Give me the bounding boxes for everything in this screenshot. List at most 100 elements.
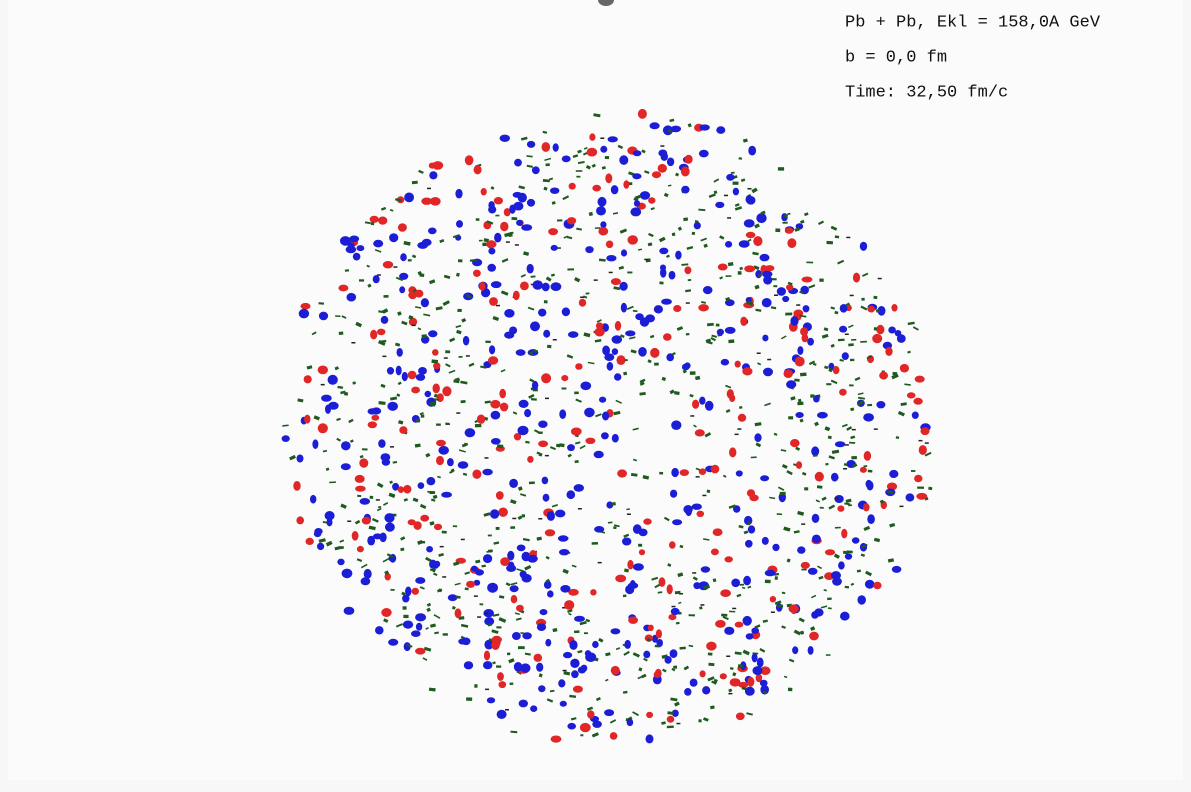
particle	[466, 355, 470, 357]
particle	[514, 159, 522, 167]
particle	[527, 141, 535, 148]
particle	[619, 282, 627, 291]
particle	[380, 533, 387, 543]
particle	[347, 521, 351, 523]
particle	[466, 697, 472, 701]
particle	[654, 671, 661, 678]
particle	[547, 345, 552, 349]
particle	[538, 441, 548, 448]
page: {"overlay": {"lines": ["Pb + Pb, Ekl = 1…	[0, 0, 1191, 792]
particle	[522, 632, 532, 639]
particle	[672, 519, 682, 525]
particle	[378, 217, 387, 225]
particle	[765, 570, 776, 577]
particle	[848, 343, 854, 346]
particle	[644, 259, 648, 261]
particle	[428, 330, 437, 337]
particle	[412, 325, 416, 327]
particle	[537, 623, 546, 631]
particle	[600, 146, 607, 153]
particle	[500, 222, 508, 231]
particle	[587, 148, 598, 157]
particle	[319, 312, 328, 321]
particle	[680, 469, 689, 476]
particle	[496, 665, 501, 667]
particle	[534, 654, 543, 662]
particle	[425, 391, 432, 397]
particle	[490, 400, 500, 409]
particle	[390, 446, 394, 448]
particle	[606, 241, 613, 249]
particle	[917, 487, 924, 489]
particle	[728, 693, 732, 695]
particle	[686, 507, 692, 516]
particle	[373, 240, 383, 248]
particle	[800, 372, 807, 376]
particle	[417, 242, 428, 249]
particle	[879, 372, 888, 380]
particle	[498, 508, 508, 517]
particle	[638, 109, 647, 119]
particle	[474, 684, 477, 687]
particle	[778, 167, 784, 170]
particle	[402, 595, 409, 603]
particle	[867, 514, 875, 524]
particle	[592, 641, 599, 648]
particle	[351, 342, 355, 344]
particle	[633, 150, 642, 156]
particle	[551, 736, 562, 743]
particle	[571, 670, 579, 678]
particle	[376, 499, 380, 501]
particle	[659, 248, 668, 255]
particle	[510, 585, 519, 592]
particle	[743, 576, 751, 586]
particle	[841, 529, 847, 539]
particle	[540, 609, 548, 615]
particle	[643, 518, 651, 524]
particle	[598, 197, 607, 207]
particle	[592, 185, 601, 192]
particle	[740, 317, 747, 326]
particle	[518, 646, 525, 649]
particle	[345, 269, 349, 272]
particle	[760, 680, 768, 687]
particle	[743, 616, 752, 626]
particle	[684, 362, 690, 368]
particle	[353, 253, 361, 261]
particle	[794, 379, 800, 382]
particle	[388, 639, 398, 646]
particle	[633, 524, 642, 534]
particle	[342, 569, 353, 579]
particle	[464, 661, 473, 669]
particle	[567, 217, 576, 224]
particle	[630, 207, 641, 216]
particle	[900, 506, 904, 508]
particle	[517, 545, 526, 552]
particle	[801, 562, 810, 569]
particle	[504, 332, 514, 339]
particle	[602, 412, 609, 421]
particle	[496, 626, 501, 628]
particle	[485, 457, 489, 459]
particle	[412, 181, 418, 184]
particle	[530, 705, 537, 712]
particle	[455, 608, 462, 618]
particle	[606, 255, 616, 261]
particle	[669, 541, 676, 548]
particle	[700, 670, 706, 677]
particle	[605, 173, 612, 183]
particle	[387, 402, 398, 411]
particle	[780, 492, 786, 495]
particle	[604, 353, 614, 361]
particle	[919, 445, 927, 455]
particle	[842, 352, 849, 360]
particle	[811, 611, 818, 619]
particle	[447, 458, 454, 466]
particle	[579, 299, 586, 307]
particle	[594, 279, 598, 281]
particle	[408, 259, 412, 261]
particle	[415, 648, 425, 655]
particle	[594, 451, 604, 458]
particle	[795, 412, 803, 418]
particle	[693, 582, 700, 589]
